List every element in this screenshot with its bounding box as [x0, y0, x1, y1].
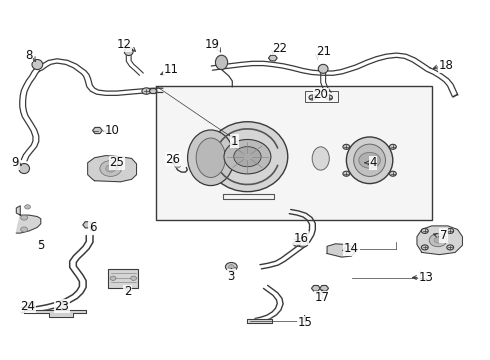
Circle shape	[234, 147, 261, 167]
Text: 8: 8	[25, 49, 33, 62]
Circle shape	[21, 227, 27, 232]
Text: 13: 13	[418, 271, 433, 284]
Text: 23: 23	[54, 300, 69, 313]
Text: 20: 20	[313, 88, 328, 101]
Ellipse shape	[318, 64, 328, 73]
Text: 4: 4	[369, 156, 377, 169]
Bar	[108, 269, 139, 288]
Circle shape	[110, 276, 116, 280]
Ellipse shape	[196, 138, 225, 177]
Circle shape	[24, 205, 30, 209]
Ellipse shape	[207, 122, 288, 192]
Circle shape	[21, 215, 27, 220]
Bar	[156, 86, 432, 220]
Polygon shape	[417, 226, 463, 255]
Circle shape	[343, 171, 350, 176]
Circle shape	[359, 152, 380, 168]
Text: 24: 24	[20, 300, 35, 313]
Ellipse shape	[354, 144, 386, 176]
Text: 19: 19	[204, 38, 219, 51]
Polygon shape	[24, 310, 86, 317]
Polygon shape	[83, 222, 93, 228]
Text: 14: 14	[344, 242, 359, 255]
Ellipse shape	[346, 137, 393, 184]
Circle shape	[224, 139, 271, 174]
Text: 10: 10	[105, 124, 120, 137]
Text: 16: 16	[294, 231, 309, 244]
Polygon shape	[93, 127, 102, 134]
Polygon shape	[327, 244, 355, 257]
Circle shape	[294, 241, 300, 246]
Text: 9: 9	[12, 156, 19, 169]
Polygon shape	[320, 285, 329, 291]
Text: 12: 12	[116, 38, 131, 51]
Text: 3: 3	[228, 270, 235, 283]
Text: 26: 26	[165, 153, 180, 166]
Circle shape	[447, 228, 454, 233]
Text: 15: 15	[297, 316, 312, 329]
Circle shape	[434, 237, 442, 243]
Ellipse shape	[19, 163, 29, 174]
Circle shape	[309, 95, 316, 100]
Polygon shape	[269, 55, 277, 61]
Polygon shape	[59, 303, 68, 308]
Circle shape	[421, 228, 428, 233]
Circle shape	[228, 265, 234, 269]
Text: 2: 2	[124, 285, 131, 298]
Polygon shape	[149, 89, 157, 94]
Polygon shape	[88, 156, 137, 182]
Ellipse shape	[312, 147, 329, 170]
Circle shape	[174, 163, 180, 168]
Circle shape	[390, 171, 396, 176]
Ellipse shape	[297, 240, 308, 247]
Circle shape	[429, 234, 447, 247]
Circle shape	[225, 262, 237, 271]
Bar	[305, 91, 338, 102]
Circle shape	[421, 245, 428, 250]
Circle shape	[106, 165, 116, 172]
Polygon shape	[25, 303, 34, 308]
Text: 7: 7	[440, 229, 447, 242]
Circle shape	[343, 144, 350, 149]
Text: 11: 11	[163, 63, 178, 76]
Polygon shape	[16, 206, 41, 233]
Ellipse shape	[32, 59, 43, 69]
Polygon shape	[312, 285, 320, 291]
Text: 22: 22	[271, 41, 287, 54]
Circle shape	[447, 245, 454, 250]
Ellipse shape	[188, 130, 234, 185]
Ellipse shape	[216, 55, 228, 69]
Polygon shape	[247, 319, 272, 323]
Ellipse shape	[124, 48, 133, 55]
Circle shape	[131, 276, 137, 280]
Circle shape	[100, 161, 122, 176]
Text: 21: 21	[316, 45, 331, 58]
Text: 6: 6	[89, 221, 97, 234]
Circle shape	[142, 88, 151, 94]
Circle shape	[326, 95, 332, 100]
Text: 18: 18	[439, 59, 454, 72]
Text: 1: 1	[230, 135, 238, 148]
Text: 25: 25	[110, 156, 124, 169]
Circle shape	[390, 144, 396, 149]
Text: 5: 5	[38, 239, 45, 252]
Text: 17: 17	[315, 291, 330, 304]
